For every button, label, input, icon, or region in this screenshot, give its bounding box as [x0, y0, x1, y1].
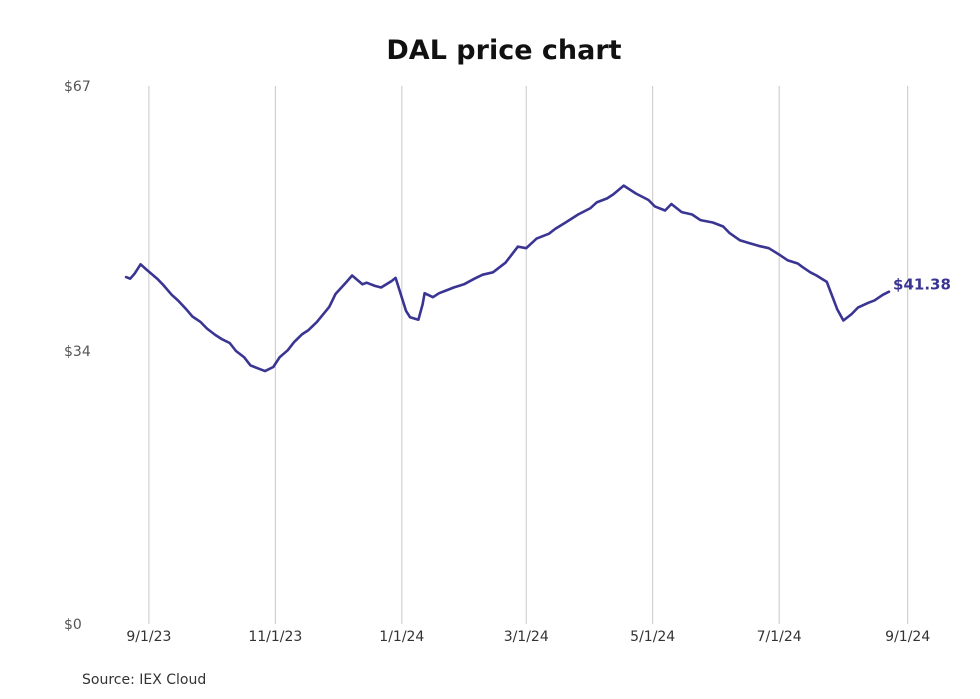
x-tick-label: 1/1/24 [379, 629, 424, 645]
y-tick-label: $0 [64, 617, 82, 633]
gridlines [148, 86, 909, 624]
x-tick-label: 9/1/24 [885, 629, 930, 645]
x-axis-ticks: 9/1/23 11/1/23 1/1/24 3/1/24 5/1/24 7/1/24 9/1… [126, 629, 930, 645]
source-note: Source: IEX Cloud [82, 672, 206, 688]
y-tick-label: $34 [64, 344, 91, 360]
price-line [124, 184, 891, 373]
x-tick-label: 9/1/23 [126, 629, 171, 645]
chart-title: DAL price chart [386, 35, 621, 66]
x-tick-label: 11/1/23 [248, 629, 302, 645]
series-layer: $41.38 [124, 184, 951, 373]
last-price-label: $41.38 [893, 276, 951, 294]
y-tick-label: $67 [64, 79, 91, 95]
x-tick-label: 7/1/24 [757, 629, 802, 645]
x-tick-label: 5/1/24 [630, 629, 675, 645]
x-tick-label: 3/1/24 [504, 629, 549, 645]
y-axis-ticks: $0 $34 $67 [64, 79, 91, 633]
